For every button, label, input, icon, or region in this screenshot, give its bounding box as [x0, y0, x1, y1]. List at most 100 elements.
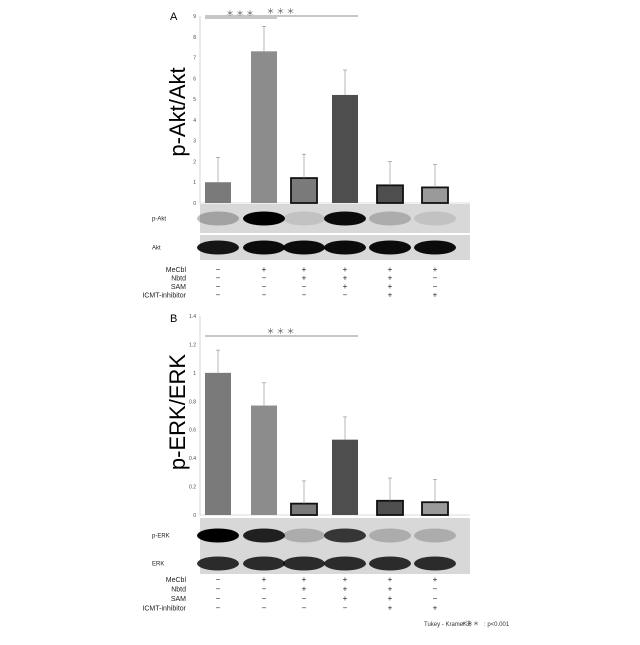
blot-band: [324, 241, 366, 255]
condition-label: ICMT-inhibitor: [142, 293, 186, 300]
bar: [422, 187, 448, 203]
y-tick-label: 1: [193, 371, 196, 377]
bar: [332, 440, 358, 515]
bar: [205, 373, 231, 515]
y-tick-label: 3: [193, 139, 196, 145]
bar: [377, 501, 403, 515]
blot-band: [283, 557, 325, 571]
y-tick-label: 0.6: [189, 428, 196, 434]
condition-sign: +: [302, 575, 307, 584]
blot-band: [243, 212, 285, 226]
blot-band: [197, 241, 239, 255]
condition-sign: −: [262, 604, 267, 613]
bar: [291, 504, 317, 515]
panel-a: A p-Akt/Akt 0123456789＊＊＊＊＊＊p-AktAktMeCb…: [142, 7, 470, 300]
blot-band: [414, 529, 456, 543]
blot-band: [197, 557, 239, 571]
y-tick-label: 0.8: [189, 399, 196, 405]
condition-sign: −: [343, 604, 348, 613]
bar: [291, 178, 317, 203]
condition-sign: −: [216, 585, 221, 594]
blot-label: p-ERK: [152, 534, 170, 540]
condition-sign: −: [433, 594, 438, 603]
bar: [422, 502, 448, 515]
condition-label: SAM: [171, 284, 186, 291]
y-tick-label: 9: [193, 14, 196, 20]
condition-sign: +: [433, 291, 438, 300]
y-tick-label: 8: [193, 35, 196, 41]
y-tick-label: 0.2: [189, 485, 196, 491]
bar: [251, 406, 277, 515]
blot-band: [414, 557, 456, 571]
condition-sign: +: [302, 585, 307, 594]
y-tick-label: 5: [193, 97, 196, 103]
y-tick-label: 1.4: [189, 314, 196, 320]
significance-stars: ＊＊＊: [267, 327, 297, 336]
condition-label: ICMT-inhibitor: [142, 606, 186, 613]
condition-sign: +: [388, 291, 393, 300]
blot-band: [197, 212, 239, 226]
y-tick-label: 0: [193, 513, 196, 519]
y-tick-label: 0.4: [189, 456, 196, 462]
condition-label: MeCbl: [166, 267, 187, 274]
blot-band: [414, 241, 456, 255]
blot-band: [243, 529, 285, 543]
y-tick-label: 4: [193, 118, 196, 124]
condition-sign: −: [433, 585, 438, 594]
bar: [205, 182, 231, 203]
blot-label: ERK: [152, 562, 164, 568]
blot-band: [197, 529, 239, 543]
bar: [251, 51, 277, 203]
condition-sign: +: [388, 604, 393, 613]
blot-band: [283, 212, 325, 226]
blot-band: [369, 529, 411, 543]
condition-sign: −: [302, 291, 307, 300]
y-tick-label: 2: [193, 159, 196, 165]
condition-sign: +: [433, 575, 438, 584]
condition-label: Nbtd: [171, 587, 186, 594]
blot-band: [243, 241, 285, 255]
y-tick-label: 1: [193, 180, 196, 186]
panel-a-ylabel: p-Akt/Akt: [165, 67, 190, 156]
y-tick-label: 7: [193, 56, 196, 62]
condition-label: MeCbl: [166, 577, 187, 584]
condition-sign: +: [388, 575, 393, 584]
condition-sign: +: [433, 604, 438, 613]
blot-band: [283, 241, 325, 255]
condition-sign: +: [388, 594, 393, 603]
y-tick-label: 6: [193, 76, 196, 82]
condition-sign: +: [343, 575, 348, 584]
blot-band: [414, 212, 456, 226]
blot-band: [369, 557, 411, 571]
blot-band: [243, 557, 285, 571]
footnote-p: : p<0.001: [484, 622, 510, 628]
significance-stars: ＊＊＊: [267, 7, 297, 16]
condition-sign: −: [262, 291, 267, 300]
condition-sign: −: [262, 585, 267, 594]
condition-sign: −: [216, 291, 221, 300]
blot-band: [283, 529, 325, 543]
blot-band: [324, 212, 366, 226]
y-tick-label: 0: [193, 201, 196, 207]
bar: [377, 185, 403, 203]
condition-sign: −: [302, 594, 307, 603]
footnote-stars: ＊＊＊: [461, 621, 479, 628]
condition-sign: −: [216, 604, 221, 613]
y-tick-label: 1.2: [189, 342, 196, 348]
condition-label: SAM: [171, 596, 186, 603]
blot-label: p-Akt: [152, 217, 166, 223]
blot-band: [324, 529, 366, 543]
panel-b: B p-ERK/ERK 00.20.40.60.811.21.4＊＊＊p-ERK…: [142, 313, 470, 613]
blot-band: [369, 212, 411, 226]
condition-sign: +: [262, 575, 267, 584]
condition-sign: −: [302, 604, 307, 613]
condition-sign: +: [343, 585, 348, 594]
condition-label: Nbtd: [171, 276, 186, 283]
condition-sign: −: [262, 594, 267, 603]
footnote: Tukey - Kramer法 ＊＊＊ : p<0.001: [424, 620, 510, 628]
blot-label: Akt: [152, 246, 161, 252]
panel-a-label: A: [170, 11, 178, 23]
condition-sign: −: [343, 291, 348, 300]
panel-b-ylabel: p-ERK/ERK: [165, 354, 190, 470]
